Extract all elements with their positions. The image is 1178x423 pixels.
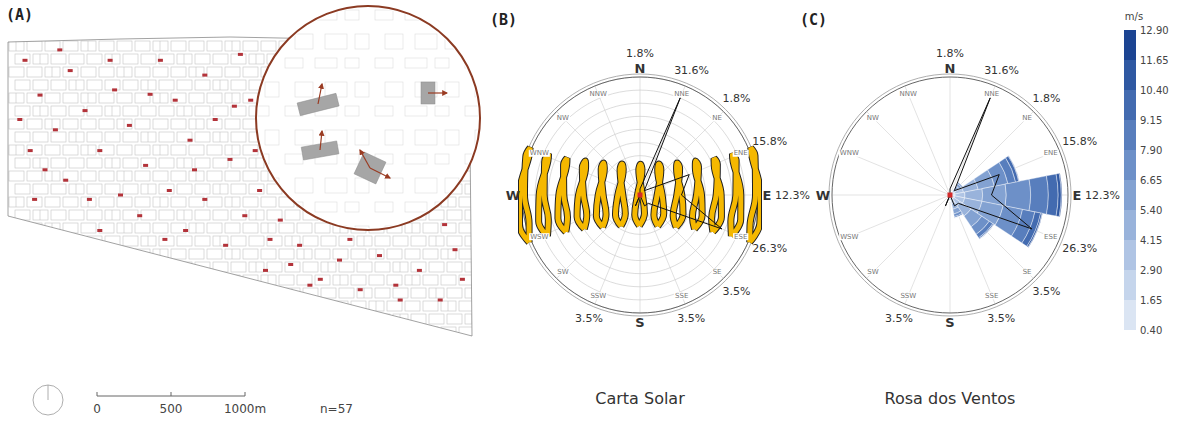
svg-text:10.40: 10.40 xyxy=(1140,85,1169,96)
svg-text:26.3%: 26.3% xyxy=(752,242,787,255)
svg-text:NNW: NNW xyxy=(590,90,607,98)
svg-text:0.40: 0.40 xyxy=(1140,325,1162,336)
svg-text:Carta Solar: Carta Solar xyxy=(595,389,685,408)
svg-text:NW: NW xyxy=(557,114,569,122)
svg-text:1.8%: 1.8% xyxy=(626,47,654,60)
svg-text:E: E xyxy=(1073,188,1082,203)
svg-text:3.5%: 3.5% xyxy=(885,312,913,325)
svg-text:N: N xyxy=(635,61,646,76)
svg-text:1.65: 1.65 xyxy=(1140,295,1162,306)
svg-text:ENE: ENE xyxy=(734,149,748,157)
svg-text:11.65: 11.65 xyxy=(1140,55,1169,66)
svg-text:NNE: NNE xyxy=(674,90,689,98)
svg-text:NNE: NNE xyxy=(984,90,999,98)
svg-text:1.8%: 1.8% xyxy=(1033,92,1061,105)
svg-text:W: W xyxy=(816,188,830,203)
svg-text:12.3%: 12.3% xyxy=(775,189,810,202)
svg-text:Rosa dos Ventos: Rosa dos Ventos xyxy=(885,389,1016,408)
svg-text:15.8%: 15.8% xyxy=(752,135,787,148)
svg-text:(C): (C) xyxy=(800,11,827,29)
svg-text:WSW: WSW xyxy=(530,233,548,241)
svg-text:NW: NW xyxy=(867,114,879,122)
svg-text:(A): (A) xyxy=(6,6,33,24)
svg-text:N: N xyxy=(945,61,956,76)
svg-text:9.15: 9.15 xyxy=(1140,115,1162,126)
svg-text:26.3%: 26.3% xyxy=(1062,242,1097,255)
svg-text:12.90: 12.90 xyxy=(1140,25,1169,36)
svg-text:2.90: 2.90 xyxy=(1140,265,1162,276)
svg-text:E: E xyxy=(763,188,772,203)
svg-text:ESE: ESE xyxy=(734,233,747,241)
svg-text:12.3%: 12.3% xyxy=(1085,189,1120,202)
svg-text:500: 500 xyxy=(160,402,183,416)
svg-text:3.5%: 3.5% xyxy=(723,285,751,298)
svg-text:WSW: WSW xyxy=(840,233,858,241)
svg-text:1.8%: 1.8% xyxy=(936,47,964,60)
svg-text:NE: NE xyxy=(1022,114,1032,122)
svg-text:WNW: WNW xyxy=(840,149,859,157)
svg-text:5.40: 5.40 xyxy=(1140,205,1162,216)
svg-text:NNW: NNW xyxy=(900,90,917,98)
svg-text:4.15: 4.15 xyxy=(1140,235,1162,246)
svg-text:m/s: m/s xyxy=(1125,11,1143,22)
svg-text:6.65: 6.65 xyxy=(1140,175,1162,186)
svg-text:7.90: 7.90 xyxy=(1140,145,1162,156)
svg-text:SSE: SSE xyxy=(675,292,688,300)
svg-text:n=57: n=57 xyxy=(320,402,353,416)
svg-text:S: S xyxy=(635,315,644,330)
svg-text:31.6%: 31.6% xyxy=(674,64,709,77)
svg-text:3.5%: 3.5% xyxy=(575,312,603,325)
svg-text:31.6%: 31.6% xyxy=(984,64,1019,77)
svg-text:S: S xyxy=(945,315,954,330)
svg-text:ENE: ENE xyxy=(1044,149,1058,157)
svg-text:SSW: SSW xyxy=(590,292,606,300)
svg-text:3.5%: 3.5% xyxy=(677,312,705,325)
svg-text:SW: SW xyxy=(867,268,878,276)
svg-text:1.8%: 1.8% xyxy=(723,92,751,105)
svg-text:SW: SW xyxy=(557,268,568,276)
svg-text:SSE: SSE xyxy=(985,292,998,300)
svg-text:SSW: SSW xyxy=(900,292,916,300)
svg-text:0: 0 xyxy=(93,402,101,416)
svg-text:3.5%: 3.5% xyxy=(1033,285,1061,298)
svg-text:W: W xyxy=(506,188,520,203)
svg-text:SE: SE xyxy=(1023,268,1032,276)
svg-text:1000m: 1000m xyxy=(224,402,266,416)
svg-text:NE: NE xyxy=(712,114,722,122)
svg-text:WNW: WNW xyxy=(530,149,549,157)
svg-text:(B): (B) xyxy=(490,11,517,29)
svg-text:3.5%: 3.5% xyxy=(987,312,1015,325)
svg-text:ESE: ESE xyxy=(1044,233,1057,241)
svg-text:SE: SE xyxy=(713,268,722,276)
svg-text:15.8%: 15.8% xyxy=(1062,135,1097,148)
